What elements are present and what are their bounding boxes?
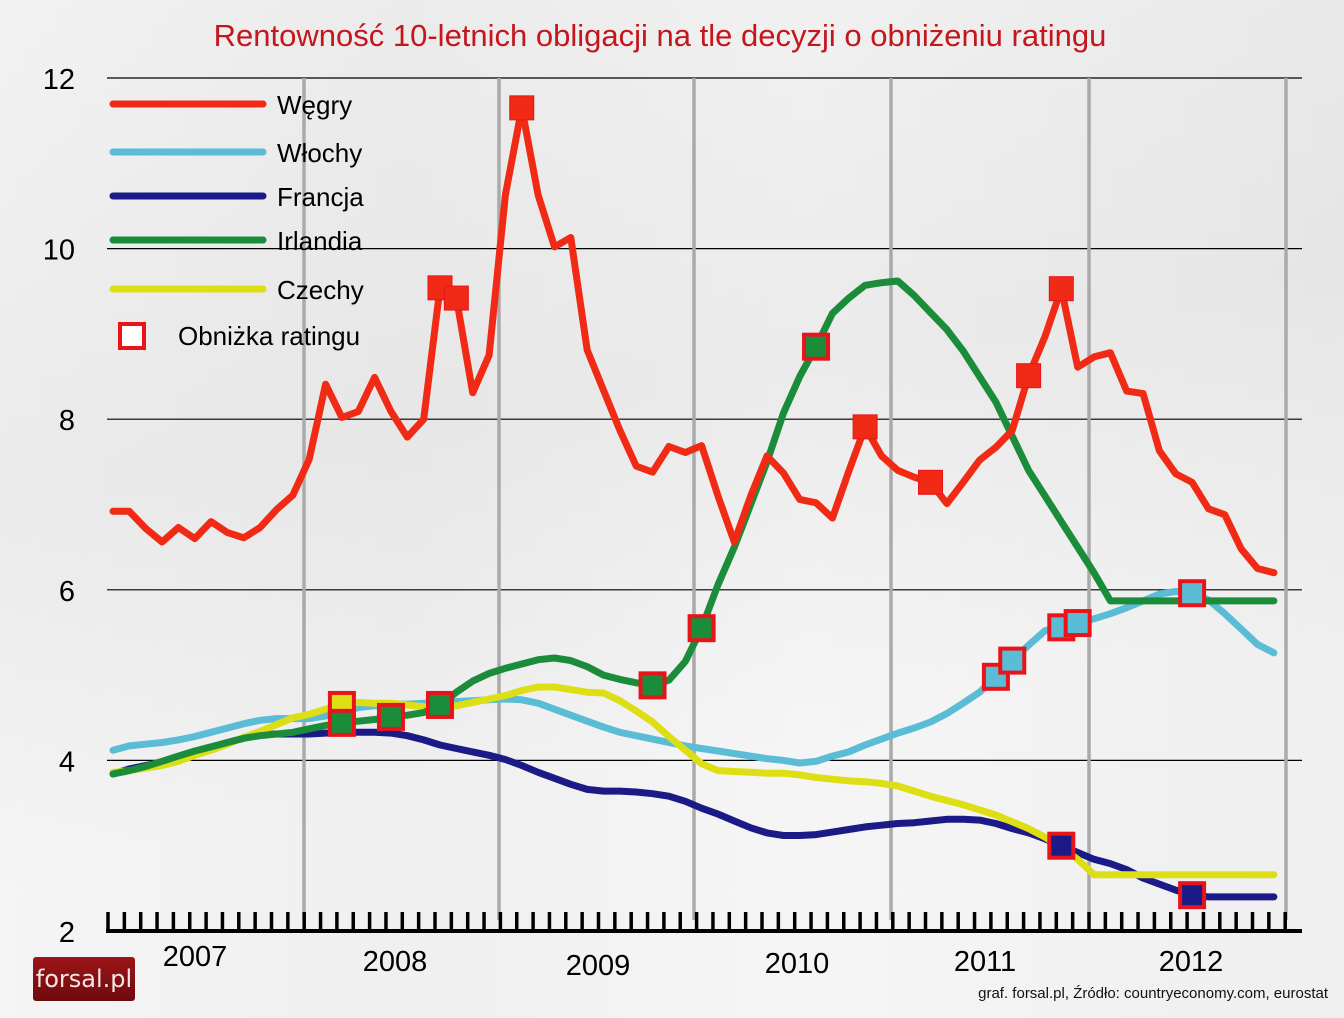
y-axis-labels: 2 4 6 8 10 12 (43, 64, 75, 949)
downgrade-marker (687, 614, 716, 643)
x-tick-label: 2007 (163, 941, 228, 973)
legend-label: Włochy (277, 138, 362, 168)
legend-label: Francja (277, 182, 364, 212)
downgrade-marker (509, 95, 535, 121)
downgrade-marker (327, 708, 356, 737)
y-tick-label: 6 (59, 576, 75, 608)
forsal-logo: forsal.pl (33, 957, 135, 1001)
downgrade-marker (1047, 831, 1076, 860)
downgrade-marker (1063, 609, 1092, 638)
series-line-irlandia (109, 277, 1278, 778)
x-tick-label: 2010 (765, 948, 830, 980)
y-tick-label: 4 (59, 746, 75, 778)
series-line-czechy (109, 683, 1278, 879)
downgrade-marker (1048, 276, 1074, 302)
legend-marker-icon (118, 322, 146, 350)
legend-label: Czechy (277, 275, 364, 305)
downgrade-marker (852, 414, 878, 440)
source-note: graf. forsal.pl, Źródło: countryeconomy.… (978, 985, 1328, 1002)
x-tick-label: 2012 (1159, 946, 1224, 978)
downgrade-marker (1178, 881, 1207, 910)
legend: Węgry Włochy Francja Irlandia Czechy Obniżka … (109, 90, 364, 351)
vertical-year-lines (302, 78, 1288, 920)
downgrade-marker (802, 332, 831, 361)
y-tick-label: 8 (59, 405, 75, 437)
chart-title: Rentowność 10-letnich obligacji na tle d… (213, 18, 1107, 53)
legend-marker-label: Obniżka ratingu (178, 321, 360, 351)
downgrade-marker (376, 702, 405, 731)
downgrade-marker (443, 285, 469, 311)
x-axis: 2007 2008 2009 2010 2011 2012 (106, 912, 1302, 982)
legend-label: Węgry (277, 90, 352, 120)
downgrade-marker (918, 469, 943, 495)
downgrade-marker (638, 671, 667, 700)
x-tick-label: 2008 (363, 946, 428, 978)
legend-label: Irlandia (277, 226, 363, 256)
x-tick-label: 2009 (566, 950, 631, 982)
y-tick-label: 10 (43, 235, 75, 267)
y-tick-label: 12 (43, 64, 75, 96)
downgrade-marker (426, 690, 454, 719)
y-tick-label: 2 (59, 917, 75, 949)
horizontal-gridlines (107, 77, 1302, 762)
downgrade-markers (327, 95, 1207, 910)
x-tick-label: 2011 (954, 946, 1016, 978)
downgrade-marker (1016, 363, 1042, 389)
series-line-węgry (109, 104, 1278, 577)
series-line-francja (109, 728, 1278, 901)
downgrade-marker (1178, 579, 1207, 608)
downgrade-marker (998, 646, 1027, 675)
